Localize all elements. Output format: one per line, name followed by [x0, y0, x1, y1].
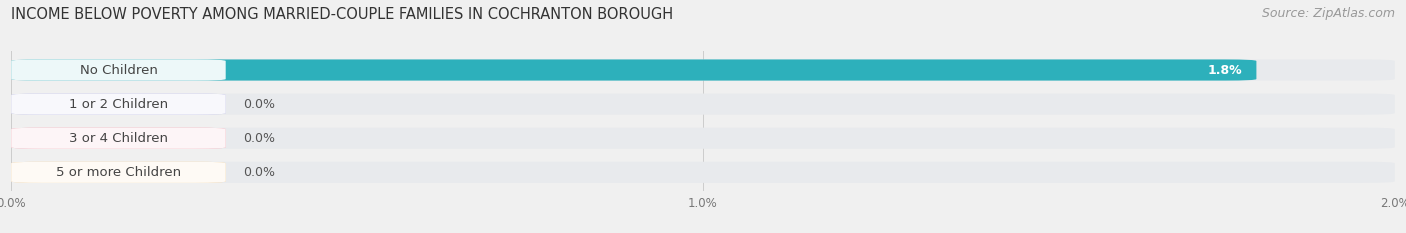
Text: 0.0%: 0.0%: [243, 98, 276, 111]
FancyBboxPatch shape: [11, 59, 1257, 81]
FancyBboxPatch shape: [11, 162, 226, 183]
FancyBboxPatch shape: [11, 59, 226, 81]
FancyBboxPatch shape: [11, 162, 226, 183]
Text: No Children: No Children: [80, 64, 157, 76]
Text: 0.0%: 0.0%: [243, 166, 276, 179]
FancyBboxPatch shape: [11, 93, 226, 115]
Text: 3 or 4 Children: 3 or 4 Children: [69, 132, 167, 145]
FancyBboxPatch shape: [11, 128, 226, 149]
FancyBboxPatch shape: [11, 59, 1395, 81]
Text: 5 or more Children: 5 or more Children: [56, 166, 181, 179]
FancyBboxPatch shape: [11, 93, 1395, 115]
Text: 0.0%: 0.0%: [243, 132, 276, 145]
FancyBboxPatch shape: [11, 128, 1395, 149]
FancyBboxPatch shape: [11, 93, 226, 115]
FancyBboxPatch shape: [11, 162, 1395, 183]
FancyBboxPatch shape: [11, 128, 226, 149]
Text: 1 or 2 Children: 1 or 2 Children: [69, 98, 169, 111]
Text: 1.8%: 1.8%: [1208, 64, 1243, 76]
Text: INCOME BELOW POVERTY AMONG MARRIED-COUPLE FAMILIES IN COCHRANTON BOROUGH: INCOME BELOW POVERTY AMONG MARRIED-COUPL…: [11, 7, 673, 22]
Text: Source: ZipAtlas.com: Source: ZipAtlas.com: [1261, 7, 1395, 20]
